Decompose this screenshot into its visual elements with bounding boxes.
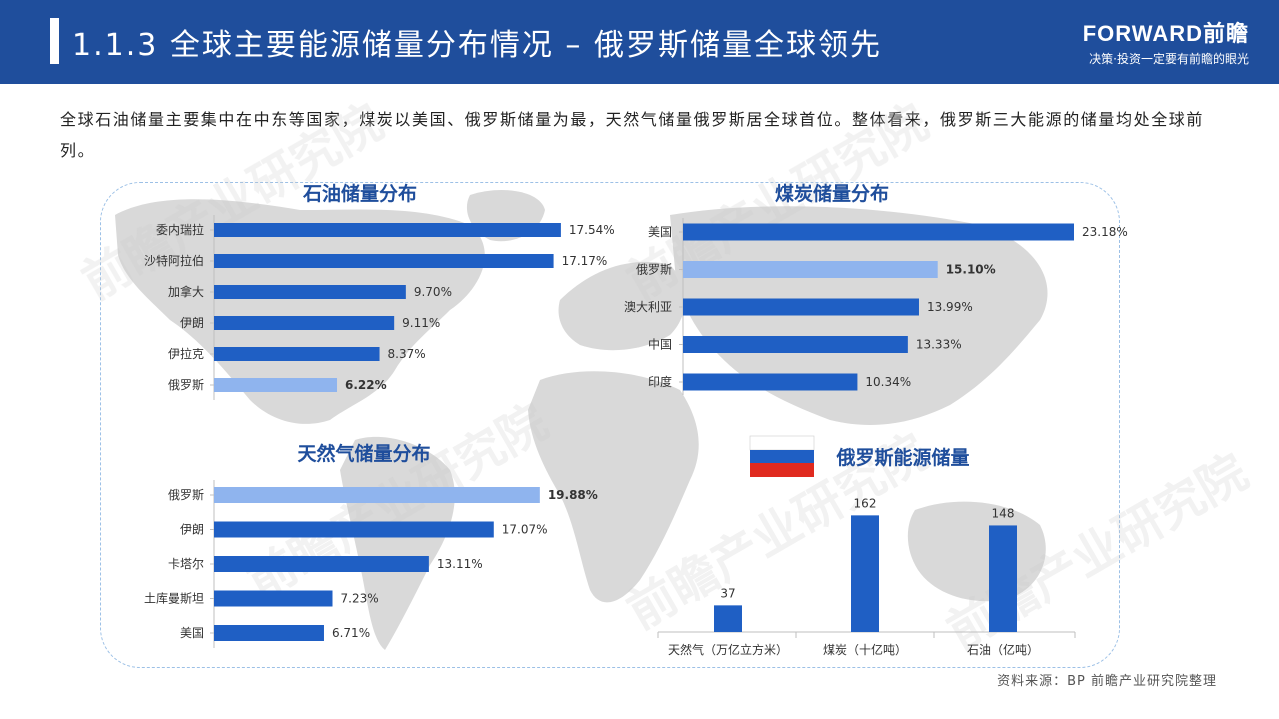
value-label: 8.37%: [388, 347, 426, 361]
value-label: 15.10%: [946, 263, 996, 277]
value-label: 17.17%: [562, 254, 608, 268]
category-label: 美国: [180, 626, 204, 640]
value-label: 7.23%: [341, 592, 379, 606]
source-note: 资料来源：BP 前瞻产业研究院整理: [997, 674, 1217, 689]
value-label: 148: [992, 506, 1015, 520]
category-label: 中国: [648, 337, 672, 352]
bar: [714, 605, 742, 632]
value-label: 6.22%: [345, 378, 387, 392]
value-label: 23.18%: [1082, 225, 1128, 239]
value-label: 162: [854, 496, 877, 510]
bar: [683, 261, 938, 278]
bar: [214, 285, 406, 299]
page-title: 1.1.3 全球主要能源储量分布情况 – 俄罗斯储量全球领先: [72, 28, 882, 63]
flag-stripe-white: [749, 435, 815, 451]
map-africa: [528, 371, 699, 603]
map-europe: [558, 261, 685, 351]
value-label: 37: [720, 586, 735, 600]
bar: [851, 515, 879, 632]
value-label: 13.11%: [437, 557, 483, 571]
bar: [214, 487, 540, 503]
category-label: 卡塔尔: [168, 556, 204, 571]
bar: [214, 590, 333, 607]
bar: [214, 378, 338, 392]
header-bar: 1.1.3 全球主要能源储量分布情况 – 俄罗斯储量全球领先 FORWARD前瞻…: [0, 0, 1279, 84]
category-label: 印度: [648, 374, 672, 389]
category-label: 俄罗斯: [168, 378, 204, 392]
bar: [683, 336, 908, 353]
category-label: 煤炭（十亿吨）: [823, 642, 907, 657]
bar: [214, 254, 554, 268]
chart-title: 天然气储量分布: [297, 442, 430, 465]
logo-tagline: 决策·投资一定要有前瞻的眼光: [1089, 52, 1249, 66]
value-label: 17.54%: [569, 223, 615, 237]
value-label: 13.33%: [916, 338, 962, 352]
bar: [214, 223, 561, 237]
flag-stripe-red: [750, 463, 814, 477]
value-label: 17.07%: [502, 523, 548, 537]
bar: [683, 373, 858, 391]
bar: [214, 556, 429, 572]
map-asia: [670, 206, 1048, 425]
category-label: 沙特阿拉伯: [144, 253, 204, 268]
brand-logo: FORWARD前瞻 决策·投资一定要有前瞻的眼光: [1083, 16, 1249, 67]
category-label: 石油（亿吨）: [967, 642, 1039, 657]
value-label: 19.88%: [548, 488, 598, 502]
category-label: 土库曼斯坦: [144, 591, 204, 606]
chart-title: 石油储量分布: [302, 182, 417, 205]
bar: [214, 316, 395, 330]
value-label: 9.70%: [414, 285, 452, 299]
content-frame: [100, 182, 1120, 668]
bar: [683, 223, 1074, 241]
russia-flag: [749, 435, 815, 477]
value-label: 13.99%: [927, 300, 973, 314]
category-label: 美国: [648, 225, 672, 239]
bar: [683, 298, 919, 316]
bar: [214, 347, 380, 361]
category-label: 俄罗斯: [636, 263, 672, 277]
flag-stripe-blue: [750, 450, 814, 463]
bar: [214, 625, 324, 641]
intro-text: 全球石油储量主要集中在中东等国家，煤炭以美国、俄罗斯储量为最，天然气储量俄罗斯居…: [60, 110, 1205, 160]
category-label: 伊拉克: [168, 346, 204, 361]
value-label: 9.11%: [402, 316, 440, 330]
chart-title: 煤炭储量分布: [775, 182, 889, 205]
category-label: 伊朗: [180, 523, 204, 537]
category-label: 委内瑞拉: [156, 222, 204, 237]
value-label: 6.71%: [332, 626, 370, 640]
value-label: 10.34%: [865, 375, 911, 389]
category-label: 澳大利亚: [624, 300, 672, 314]
chart-title: 俄罗斯能源储量: [835, 446, 969, 469]
category-label: 天然气（万亿立方米）: [668, 642, 788, 657]
bar: [989, 525, 1017, 632]
bar: [214, 521, 494, 538]
title-accent-bar: [50, 18, 59, 64]
category-label: 伊朗: [180, 316, 204, 330]
logo-name: FORWARD前瞻: [1082, 21, 1249, 46]
category-label: 俄罗斯: [168, 488, 204, 502]
category-label: 加拿大: [168, 284, 204, 299]
